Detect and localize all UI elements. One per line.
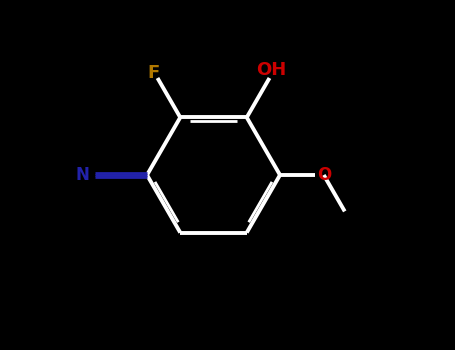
Text: O: O <box>317 166 331 184</box>
Text: N: N <box>76 166 89 184</box>
Text: F: F <box>147 64 160 83</box>
Text: OH: OH <box>256 62 286 79</box>
